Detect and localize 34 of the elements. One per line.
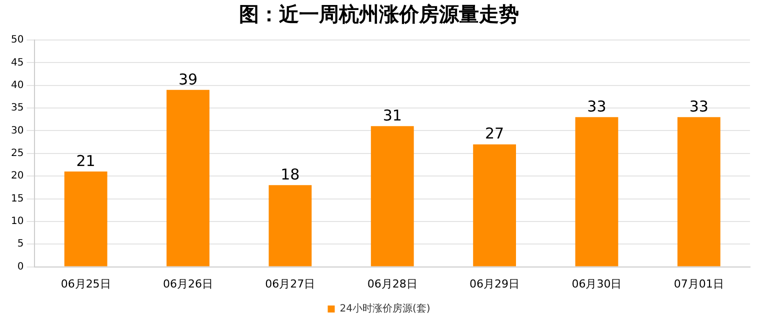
chart-title: 图：近一周杭州涨价房源量走势 bbox=[239, 2, 519, 26]
data-label: 33 bbox=[689, 98, 708, 116]
bar bbox=[370, 126, 414, 266]
bar bbox=[268, 185, 312, 266]
y-tick-label: 50 bbox=[10, 34, 24, 46]
legend-label: 24小时涨价房源(套) bbox=[340, 302, 430, 315]
x-tick-label: 06月28日 bbox=[367, 277, 418, 290]
bar bbox=[166, 90, 210, 266]
x-tick-label: 07月01日 bbox=[674, 277, 724, 290]
bar bbox=[473, 144, 516, 266]
y-tick-label: 10 bbox=[10, 216, 24, 228]
data-label: 39 bbox=[178, 70, 198, 88]
data-label: 31 bbox=[382, 106, 402, 125]
bar bbox=[64, 172, 108, 266]
x-tick-label: 06月29日 bbox=[470, 277, 520, 290]
y-tick-label: 45 bbox=[10, 57, 24, 68]
x-tick-label: 06月26日 bbox=[163, 277, 213, 290]
data-label: 33 bbox=[587, 98, 606, 116]
y-tick-label: 0 bbox=[17, 261, 24, 272]
data-label: 27 bbox=[485, 124, 504, 143]
y-tick-label: 35 bbox=[10, 102, 24, 114]
y-tick-label: 40 bbox=[10, 80, 24, 91]
data-label: 18 bbox=[280, 166, 300, 184]
bar bbox=[677, 117, 720, 266]
y-tick-label: 25 bbox=[10, 148, 24, 159]
x-tick-label: 06月27日 bbox=[265, 277, 316, 290]
y-tick-label: 30 bbox=[10, 125, 24, 136]
data-label: 21 bbox=[76, 152, 96, 170]
y-tick-label: 5 bbox=[17, 238, 24, 250]
y-tick-label: 15 bbox=[10, 193, 24, 204]
y-tick-label: 20 bbox=[10, 170, 24, 182]
bar bbox=[575, 117, 618, 266]
x-tick-label: 06月25日 bbox=[60, 277, 111, 290]
x-tick-label: 06月30日 bbox=[572, 277, 622, 290]
